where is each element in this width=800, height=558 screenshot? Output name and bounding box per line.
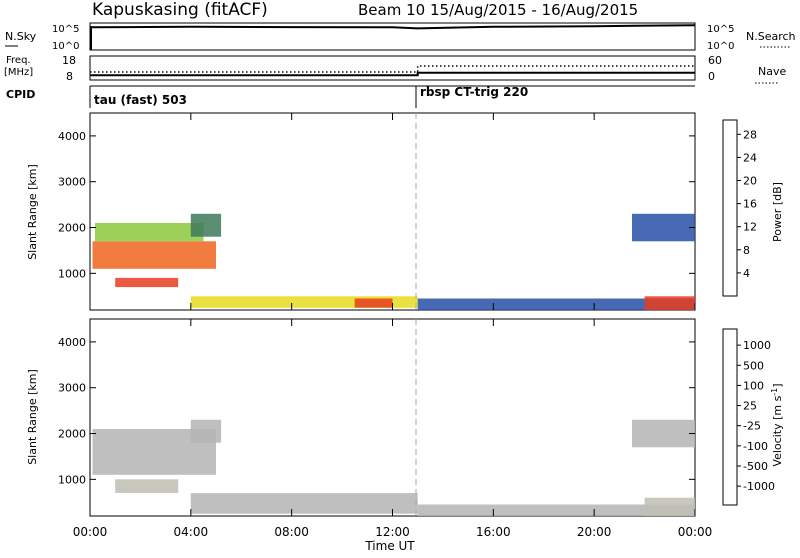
velocity-colorbar-label: Velocity [m s-1] <box>770 383 784 466</box>
freq-frame <box>89 55 696 81</box>
velocity-cell <box>632 419 695 448</box>
velocity-colorbar-tick-label: -25 <box>743 420 761 433</box>
time-axis: 00:00 04:00 08:00 12:00 16:00 20:00 00:00 <box>73 113 713 539</box>
power-y-tick-label: 1000 <box>58 267 86 280</box>
velocity-colorbar-tick-label: 1000 <box>743 339 771 352</box>
freq-unit-label: [MHz] <box>4 67 33 78</box>
power-ylabel: Slant Range [km] <box>26 164 39 260</box>
x-tick-label: 00:00 <box>678 525 713 539</box>
velocity-plot-frame <box>89 318 696 517</box>
x-tick-label: 20:00 <box>577 525 612 539</box>
nsky-left-top-tick: 10^5 <box>52 24 79 35</box>
x-tick-label: 12:00 <box>375 525 410 539</box>
x-tick-label: 08:00 <box>274 525 309 539</box>
freq-series-line <box>90 71 695 77</box>
nave-right-bottom-tick: 0 <box>708 70 715 83</box>
velocity-ylabel: Slant Range [km] <box>26 369 39 465</box>
power-colorbar-tick-label: 12 <box>743 221 757 234</box>
x-tick-label: 04:00 <box>174 525 209 539</box>
power-colorbar-tick-label: 16 <box>743 198 757 211</box>
x-tick-label: 16:00 <box>476 525 511 539</box>
velocity-colorbar-tick-label: 25 <box>743 400 757 413</box>
velocity-y-tick-label: 4000 <box>58 336 86 349</box>
freq-panel: Freq. [MHz] 18 8 60 0 Nave <box>4 54 786 84</box>
power-cell <box>92 241 216 269</box>
power-cell <box>417 298 695 310</box>
power-colorbar-frame <box>722 119 738 297</box>
power-cell <box>190 213 222 237</box>
cpid-panel: CPID tau (fast) 503 rbsp CT-trig 220 <box>6 85 695 108</box>
velocity-y-tick-label: 3000 <box>58 382 86 395</box>
freq-left-bottom-tick: 8 <box>66 70 73 83</box>
power-cell <box>354 298 393 308</box>
velocity-colorbar-tick-label: 500 <box>743 359 764 372</box>
power-cell <box>190 296 418 308</box>
power-panel: 1000 2000 3000 4000 Slant Range [km] <box>26 112 696 311</box>
nsearch-label: N.Search <box>746 30 796 43</box>
velocity-cell <box>190 419 222 443</box>
station-title: Kapuskasing (fitACF) <box>92 0 268 20</box>
velocity-y-tick-label: 2000 <box>58 428 86 441</box>
cpid-mode-1: tau (fast) 503 <box>94 93 187 107</box>
nsky-left-bottom-tick: 10^0 <box>52 41 79 52</box>
freq-label: Freq. <box>6 55 31 66</box>
nave-right-top-tick: 60 <box>708 54 722 67</box>
x-tick-label: 00:00 <box>73 525 108 539</box>
velocity-cell <box>644 497 695 516</box>
power-colorbar-tick-label: 8 <box>743 244 750 257</box>
power-cell <box>632 213 695 242</box>
power-colorbar-tick-label: 4 <box>743 267 750 280</box>
nave-label: Nave <box>758 65 786 78</box>
power-colorbar-tick-label: 24 <box>743 151 757 164</box>
velocity-cell <box>417 504 695 516</box>
power-colorbar: 4 8 12 16 20 24 28 <box>722 119 757 297</box>
power-colorbar-label: Power [dB] <box>771 182 784 242</box>
nsky-series-line <box>89 24 696 30</box>
nave-series-line <box>90 65 695 73</box>
nsky-right-top-tick: 10^5 <box>707 24 734 35</box>
cpid-label: CPID <box>6 88 35 101</box>
velocity-colorbar: 1000 500 100 25 -25 -100 -500 -1000 <box>722 328 775 506</box>
power-colorbar-tick-label: 20 <box>743 175 757 188</box>
velocity-colorbar-tick-label: 100 <box>743 379 764 392</box>
nsky-panel: N.Sky 10^5 10^0 10^5 10^0 N.Search <box>5 22 796 52</box>
cpid-mode-2: rbsp CT-trig 220 <box>420 85 528 99</box>
freq-left-top-tick: 18 <box>62 54 76 67</box>
power-y-tick-label: 4000 <box>58 130 86 143</box>
nsky-right-bottom-tick: 10^0 <box>707 41 734 52</box>
power-y-tick-label: 2000 <box>58 222 86 235</box>
power-colorbar-tick-label: 28 <box>743 128 757 141</box>
power-cell <box>115 277 179 288</box>
velocity-y-tick-label: 1000 <box>58 473 86 486</box>
velocity-cell <box>190 493 418 514</box>
velocity-cell <box>115 479 179 493</box>
velocity-colorbar-tick-label: -500 <box>743 460 768 473</box>
nsky-label: N.Sky <box>5 30 37 43</box>
power-cell <box>95 223 204 242</box>
velocity-colorbar-tick-label: -100 <box>743 440 768 453</box>
velocity-colorbar-tick-label: -1000 <box>743 480 775 493</box>
time-axis-label: Time UT <box>364 539 415 553</box>
beam-date-title: Beam 10 15/Aug/2015 - 16/Aug/2015 <box>358 1 638 19</box>
power-y-tick-label: 3000 <box>58 176 86 189</box>
power-plot-frame <box>89 112 696 311</box>
velocity-panel: 1000 2000 3000 4000 Slant Range [km] <box>26 318 696 517</box>
velocity-colorbar-frame <box>722 328 738 506</box>
power-cell <box>644 296 695 310</box>
